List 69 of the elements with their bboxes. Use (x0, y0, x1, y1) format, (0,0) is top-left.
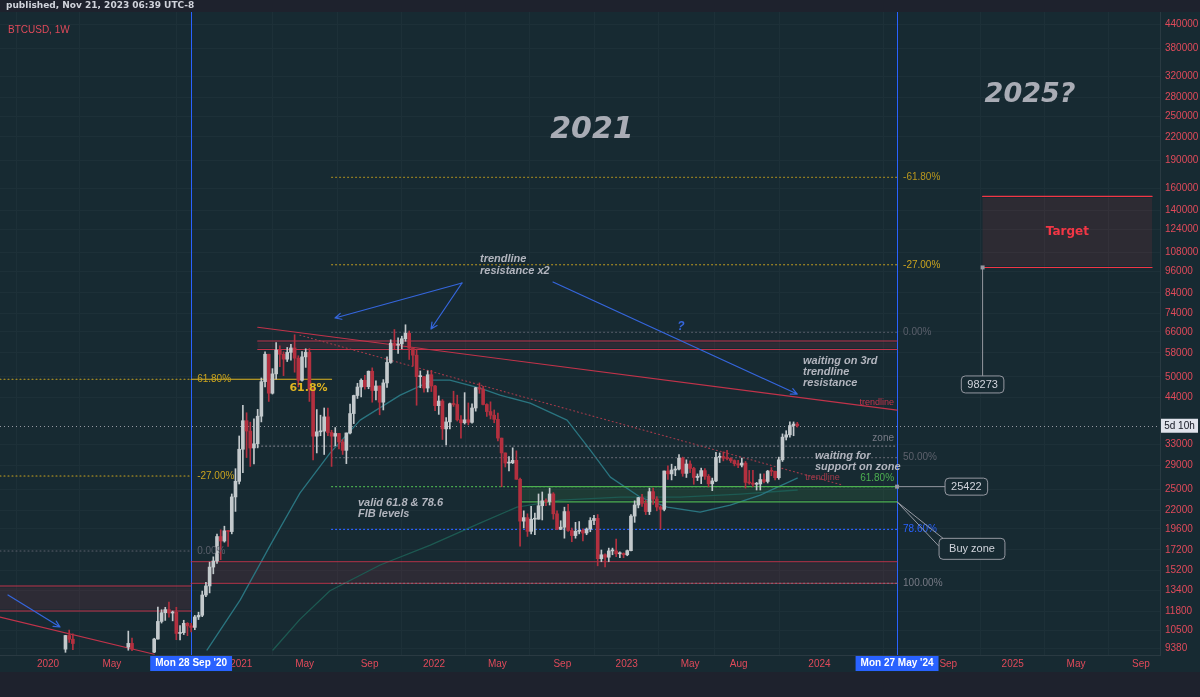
series-label: zone (872, 431, 895, 443)
text: published, Nov 21, 2023 06:39 UTC-8 (6, 0, 195, 11)
y-tick-label: 9380 (1165, 642, 1188, 654)
annotation: trendline resistance x2 (480, 252, 550, 277)
y-tick-label: 22000 (1165, 503, 1194, 515)
y-tick-label: 17200 (1165, 543, 1194, 555)
x-tick-label: Sep (939, 657, 958, 669)
y-tick-label: 10500 (1165, 623, 1194, 635)
ref-line-label: Mon 27 May '24 (860, 657, 934, 669)
annotation: ? (677, 319, 686, 334)
text: BTCUSD, 1W (8, 23, 71, 35)
y-tick-label: 25000 (1165, 483, 1194, 495)
y-tick-label: 220000 (1165, 130, 1199, 142)
y-tick-label: 11800 (1165, 604, 1193, 616)
x-tick-label: May (1066, 657, 1086, 669)
y-tick-label: 140000 (1165, 203, 1199, 215)
y-tick-label: 29000 (1165, 459, 1194, 471)
x-tick-label: May (680, 657, 700, 669)
y-tick-label: 160000 (1165, 182, 1199, 194)
series-label: -61.80% (903, 171, 941, 183)
series-label: trendline (805, 472, 840, 483)
y-tick-label: 190000 (1165, 154, 1199, 166)
x-tick-label: Sep (553, 657, 572, 669)
x-tick-label: 2025 (1001, 657, 1025, 669)
x-tick-label: 2022 (422, 657, 446, 669)
series-label: -27.00% (197, 469, 235, 481)
x-tick-label: Sep (360, 657, 379, 669)
y-tick-label: 44000 (1165, 391, 1194, 403)
annotation: waiting on 3rd trendline resistance (803, 354, 878, 389)
annotation: Buy zone (949, 542, 995, 555)
series-label: 100.00% (903, 577, 943, 588)
y-tick-label: 380000 (1165, 41, 1199, 53)
series-label: trendline (859, 397, 895, 408)
y-tick-label: 280000 (1165, 91, 1199, 103)
y-tick-label: 13400 (1165, 584, 1194, 596)
series-label: 0.00% (903, 325, 932, 337)
y-tick-label: 19600 (1165, 522, 1194, 534)
y-tick-label: 440000 (1165, 18, 1199, 30)
series-label: 61.80% (860, 472, 895, 484)
x-tick-label: May (487, 657, 507, 669)
y-tick-label: 320000 (1165, 69, 1199, 81)
x-tick-label: Aug (729, 657, 748, 669)
y-tick-label: 250000 (1165, 109, 1199, 121)
ref-line-label: Mon 28 Sep '20 (155, 657, 228, 669)
annotation: 25422 (951, 480, 982, 493)
y-tick-label: 58000 (1165, 346, 1194, 358)
annotation: 2025? (984, 77, 1076, 109)
y-tick-label: 33000 (1165, 438, 1194, 450)
annotation: 2021 (550, 109, 634, 145)
annotation: valid 61.8 & 78.6 FIB levels (358, 496, 444, 520)
series-label: 50.00% (903, 451, 938, 463)
y-tick-label: 74000 (1165, 307, 1194, 319)
x-tick-label: Sep (1132, 657, 1151, 669)
x-tick-label: 2023 (615, 657, 639, 669)
x-tick-label: 2020 (36, 657, 60, 669)
text: Target (1045, 224, 1090, 239)
x-tick-label: 2024 (808, 657, 831, 669)
series-label: -27.00% (903, 258, 941, 270)
y-tick-label: 96000 (1165, 264, 1194, 276)
y-tick-label: 15200 (1165, 563, 1194, 575)
y-tick-label: 66000 (1165, 325, 1194, 337)
y-tick-label: 108000 (1165, 245, 1199, 257)
y-tick-label: 50000 (1165, 370, 1194, 382)
annotation: 98273 (967, 377, 998, 390)
y-tick-label: 84000 (1165, 286, 1194, 298)
x-tick-label: May (295, 657, 315, 669)
ref-line-label: 5d 10h (1164, 419, 1195, 431)
x-tick-label: May (102, 657, 122, 669)
y-tick-label: 124000 (1165, 223, 1199, 235)
